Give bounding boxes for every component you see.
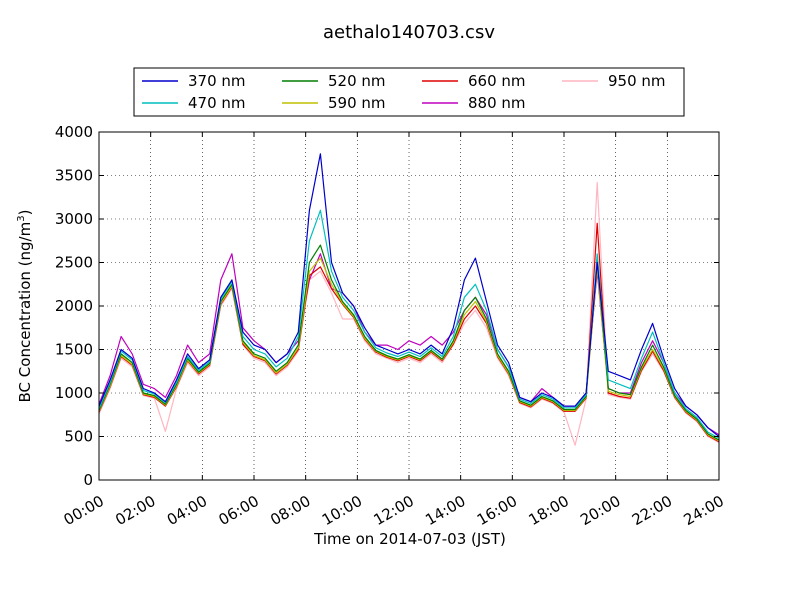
y-axis-label: BC Concentration (ng/m3) xyxy=(16,210,34,403)
series-line-520-nm xyxy=(99,244,719,441)
legend-box xyxy=(133,67,685,117)
y-tick-label: 2500 xyxy=(55,254,93,272)
y-tick-label: 500 xyxy=(64,428,93,446)
y-axis-label-close: ) xyxy=(16,210,34,216)
series-line-370-nm xyxy=(99,153,719,437)
x-axis-label: Time on 2014-07-03 (JST) xyxy=(313,530,506,548)
y-tick-label: 1500 xyxy=(55,341,93,359)
series-line-660-nm xyxy=(99,222,719,443)
legend-label: 660 nm xyxy=(468,72,526,90)
y-tick-label: 3500 xyxy=(55,167,93,185)
series-line-950-nm xyxy=(99,181,719,446)
legend-label: 950 nm xyxy=(608,72,666,90)
chart-title: aethalo140703.csv xyxy=(323,22,495,43)
legend-label: 880 nm xyxy=(468,94,526,112)
y-tick-label: 3000 xyxy=(55,210,93,228)
y-axis-label-base: BC Concentration (ng/m xyxy=(16,222,34,403)
legend-label: 590 nm xyxy=(328,94,386,112)
series-line-590-nm xyxy=(99,257,719,442)
legend-label: 520 nm xyxy=(328,72,386,90)
legend: 370 nm 470 nm 520 nm 590 nm 660 nm 880 nm 950 … xyxy=(133,67,685,117)
y-axis: 0 500 1000 1500 2000 2500 3000 3500 4000 xyxy=(55,123,719,489)
series-line-470-nm xyxy=(99,209,719,439)
legend-label: 370 nm xyxy=(188,72,246,90)
y-tick-label: 2000 xyxy=(55,297,93,315)
y-tick-label: 1000 xyxy=(55,384,93,402)
legend-label: 470 nm xyxy=(188,94,246,112)
y-tick-label: 0 xyxy=(83,471,93,489)
y-axis-label-sup: 3 xyxy=(16,215,27,221)
series-lines xyxy=(99,153,719,446)
y-tick-label: 4000 xyxy=(55,123,93,141)
